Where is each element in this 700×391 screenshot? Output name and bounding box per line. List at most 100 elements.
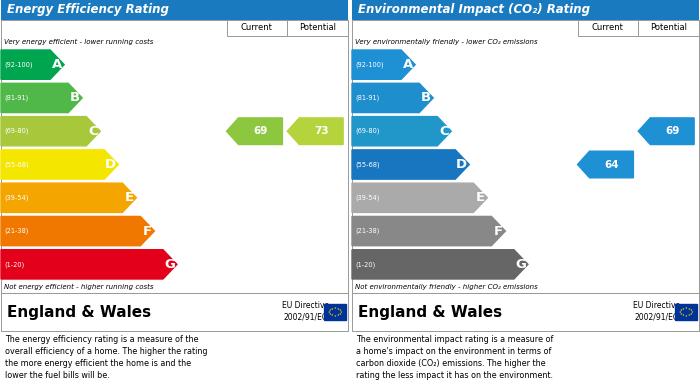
Text: F: F [144,224,153,238]
Text: (81-91): (81-91) [355,95,379,101]
Polygon shape [352,183,487,212]
Text: ★: ★ [328,312,331,316]
Bar [352,20,699,293]
Text: A: A [402,58,413,71]
Text: (69-80): (69-80) [4,128,29,135]
Text: ★: ★ [334,314,337,318]
Text: ★: ★ [330,307,333,310]
Text: Environmental Impact (CO₂) Rating: Environmental Impact (CO₂) Rating [358,4,590,16]
Text: (21-38): (21-38) [355,228,379,234]
Text: G: G [515,258,526,271]
Polygon shape [1,117,100,146]
Polygon shape [352,117,452,146]
Text: ★: ★ [680,312,682,316]
Text: Current: Current [592,23,624,32]
Text: ★: ★ [330,314,333,317]
Text: England & Wales: England & Wales [7,305,151,319]
Text: C: C [440,125,449,138]
Bar [1,0,348,20]
Text: (1-20): (1-20) [4,261,25,267]
Text: Very energy efficient - lower running costs: Very energy efficient - lower running co… [4,39,153,45]
Text: England & Wales: England & Wales [358,305,502,319]
Polygon shape [352,250,528,279]
Polygon shape [1,83,82,113]
Bar [324,304,346,320]
Text: (69-80): (69-80) [355,128,379,135]
Text: ★: ★ [340,310,342,314]
Bar [1,20,348,293]
Text: 69: 69 [253,126,267,136]
Polygon shape [352,150,469,179]
Text: Very environmentally friendly - lower CO₂ emissions: Very environmentally friendly - lower CO… [355,39,538,45]
Polygon shape [287,118,343,145]
Text: (55-68): (55-68) [4,161,29,168]
Text: (92-100): (92-100) [355,61,384,68]
Text: Current: Current [241,23,273,32]
Text: D: D [105,158,116,171]
Text: ★: ★ [328,308,331,312]
Bar [675,304,697,320]
Polygon shape [1,250,177,279]
Text: C: C [88,125,98,138]
Text: ★: ★ [687,307,690,310]
Text: B: B [421,91,431,104]
Text: ★: ★ [682,314,685,317]
Polygon shape [1,217,155,246]
Text: ★: ★ [691,310,694,314]
Text: ★: ★ [337,314,340,317]
Text: ★: ★ [328,310,330,314]
Bar [638,20,699,36]
Text: (1-20): (1-20) [355,261,375,267]
Text: ★: ★ [690,312,692,316]
Text: (39-54): (39-54) [4,195,29,201]
Polygon shape [352,50,415,79]
Text: 73: 73 [314,126,328,136]
Text: ★: ★ [678,310,681,314]
Bar [352,293,699,331]
Text: (55-68): (55-68) [355,161,379,168]
Text: ★: ★ [337,307,340,310]
Text: (21-38): (21-38) [4,228,29,234]
Text: (39-54): (39-54) [355,195,379,201]
Text: F: F [494,224,503,238]
Text: ★: ★ [339,308,342,312]
Text: E: E [125,191,134,204]
Text: D: D [456,158,467,171]
Text: (81-91): (81-91) [4,95,28,101]
Text: ★: ★ [685,314,687,318]
Polygon shape [1,183,136,212]
Text: G: G [164,258,175,271]
Polygon shape [578,151,634,178]
Bar [578,20,638,36]
Text: Not energy efficient - higher running costs: Not energy efficient - higher running co… [4,284,153,290]
Text: ★: ★ [690,308,692,312]
Text: (92-100): (92-100) [4,61,33,68]
Text: EU Directive
2002/91/EC: EU Directive 2002/91/EC [634,301,680,321]
Text: E: E [476,191,485,204]
Text: A: A [52,58,62,71]
Polygon shape [638,118,694,145]
Bar [1,293,348,331]
Bar [352,0,699,20]
Text: The energy efficiency rating is a measure of the
overall efficiency of a home. T: The energy efficiency rating is a measur… [5,335,207,380]
Text: 69: 69 [665,126,680,136]
Polygon shape [227,118,282,145]
Bar [227,20,287,36]
Text: 64: 64 [604,160,619,170]
Text: ★: ★ [687,314,690,317]
Text: Not environmentally friendly - higher CO₂ emissions: Not environmentally friendly - higher CO… [355,284,538,290]
Text: ★: ★ [339,312,342,316]
Polygon shape [352,83,433,113]
Text: The environmental impact rating is a measure of
a home's impact on the environme: The environmental impact rating is a mea… [356,335,554,380]
Text: Potential: Potential [299,23,336,32]
Text: ★: ★ [682,307,685,310]
Text: Energy Efficiency Rating: Energy Efficiency Rating [7,4,169,16]
Polygon shape [1,50,64,79]
Text: EU Directive
2002/91/EC: EU Directive 2002/91/EC [282,301,330,321]
Text: ★: ★ [685,306,687,310]
Polygon shape [352,217,505,246]
Polygon shape [1,150,118,179]
Text: ★: ★ [334,306,337,310]
Text: ★: ★ [680,308,682,312]
Text: Potential: Potential [650,23,687,32]
